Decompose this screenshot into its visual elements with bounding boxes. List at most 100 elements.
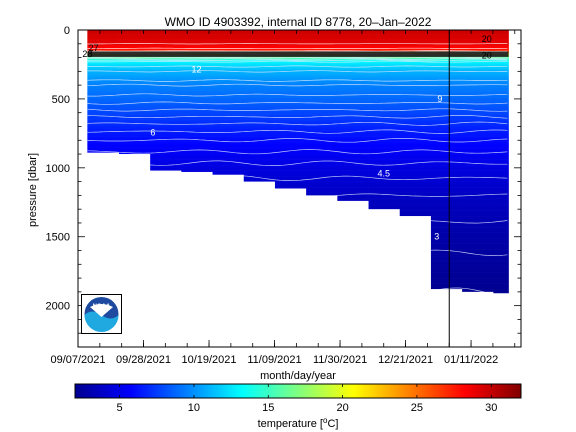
temperature-cell xyxy=(87,82,119,85)
temperature-cell xyxy=(305,63,338,65)
temperature-cell xyxy=(212,120,244,123)
temperature-cell xyxy=(274,180,307,182)
temperature-cell xyxy=(336,160,369,163)
temperature-cell xyxy=(305,112,338,115)
temperature-cell xyxy=(305,118,338,120)
temperature-cell xyxy=(399,137,431,140)
no-data-mask xyxy=(430,289,463,347)
contour-line xyxy=(87,56,508,59)
temperature-cell xyxy=(149,47,182,50)
temperature-cell xyxy=(399,181,431,184)
temperature-cell xyxy=(243,129,275,131)
temperature-cell xyxy=(305,57,338,60)
temperature-cell xyxy=(368,87,400,90)
colorbar-ticks: 5 10 15 20 25 30 xyxy=(117,384,497,414)
temperature-cell xyxy=(492,287,509,290)
temperature-cell xyxy=(461,271,494,273)
temperature-cell xyxy=(212,93,244,96)
temperature-cell xyxy=(149,42,182,45)
temperature-cell xyxy=(492,74,509,76)
temperature-cell xyxy=(305,134,338,137)
temperature-cell xyxy=(180,76,213,79)
temperature-cell xyxy=(274,72,307,75)
temperature-cell xyxy=(399,114,431,116)
temperature-cell xyxy=(87,98,119,101)
temperature-cell xyxy=(492,89,509,91)
temperature-cell xyxy=(430,275,463,278)
temperature-cell xyxy=(274,64,307,67)
temperature-cell xyxy=(243,163,275,166)
temperature-cell xyxy=(243,138,275,141)
temperature-cell xyxy=(274,169,307,171)
temperature-cell xyxy=(399,107,431,109)
temperature-cell xyxy=(461,39,494,42)
temperature-cell xyxy=(243,141,275,144)
temperature-cell xyxy=(274,119,307,122)
temperature-cell xyxy=(430,167,463,170)
temperature-cell xyxy=(430,235,463,238)
temperature-cell xyxy=(461,198,494,200)
temperature-cell xyxy=(492,119,509,122)
temperature-cell xyxy=(430,137,463,140)
temperature-cell xyxy=(368,202,400,204)
temperature-cell xyxy=(492,182,509,185)
temperature-cell xyxy=(430,140,463,142)
temperature-cell xyxy=(243,98,275,101)
temperature-cell xyxy=(243,79,275,82)
temperature-cell xyxy=(461,188,494,191)
temperature-cell xyxy=(149,68,182,71)
temperature-cell xyxy=(336,156,369,159)
temperature-cell xyxy=(243,42,275,45)
temperature-cell xyxy=(461,38,494,40)
temperature-cell xyxy=(461,67,494,69)
temperature-cell xyxy=(399,134,431,137)
temperature-cell xyxy=(430,182,463,185)
temperature-cell xyxy=(274,104,307,107)
temperature-cell xyxy=(243,126,275,129)
temperature-cell xyxy=(368,189,400,192)
temperature-cell xyxy=(274,120,307,123)
temperature-cell xyxy=(118,34,151,36)
temperature-cell xyxy=(492,43,509,46)
temperature-cell xyxy=(492,39,509,42)
temperature-cell xyxy=(87,127,119,130)
temperature-cell xyxy=(149,87,182,90)
temperature-cell xyxy=(180,57,213,60)
temperature-cell xyxy=(87,42,119,45)
temperature-cell xyxy=(243,64,275,67)
temperature-cell xyxy=(212,49,244,51)
temperature-cell xyxy=(336,34,369,36)
temperature-cell xyxy=(336,68,369,71)
temperature-cell xyxy=(274,41,307,43)
temperature-cell xyxy=(368,194,400,196)
temperature-cell xyxy=(368,35,400,38)
temperature-cell xyxy=(118,100,151,102)
temperature-cell xyxy=(305,119,338,122)
temperature-cell xyxy=(430,273,463,276)
temperature-cell xyxy=(492,171,509,174)
temperature-cell xyxy=(212,131,244,134)
temperature-cell xyxy=(180,63,213,65)
temperature-cell xyxy=(305,166,338,169)
temperature-cell xyxy=(430,64,463,67)
temperature-cell xyxy=(399,111,431,113)
temperature-cell xyxy=(212,42,244,45)
temperature-cell xyxy=(461,218,494,221)
temperature-cell xyxy=(336,103,369,105)
temperature-cell xyxy=(305,45,338,47)
temperature-cell xyxy=(274,71,307,74)
temperature-cell xyxy=(274,136,307,138)
temperature-cell xyxy=(180,147,213,149)
temperature-cell xyxy=(368,147,400,149)
temperature-cell xyxy=(368,184,400,187)
temperature-cell xyxy=(430,251,463,254)
temperature-cell xyxy=(87,147,119,149)
temperature-cell xyxy=(149,136,182,138)
temperature-cell xyxy=(305,115,338,118)
temperature-cell xyxy=(87,108,119,111)
temperature-cell xyxy=(212,32,244,35)
temperature-cell xyxy=(461,136,494,138)
temperature-cell xyxy=(399,120,431,123)
temperature-cell xyxy=(492,222,509,225)
temperature-cell xyxy=(492,216,509,218)
